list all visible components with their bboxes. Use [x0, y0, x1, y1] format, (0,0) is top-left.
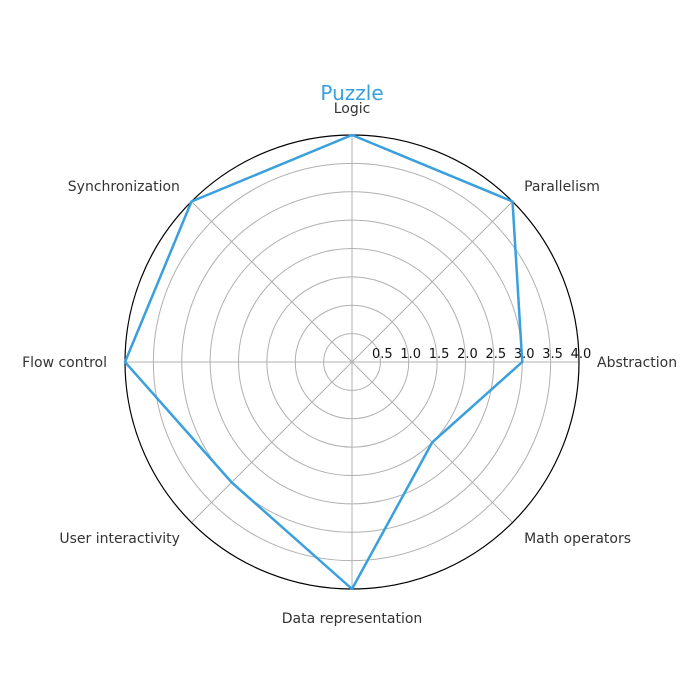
- axis-label: Logic: [334, 101, 371, 117]
- tick-label: 1.5: [429, 347, 450, 362]
- series-line: [123, 133, 524, 591]
- grid-spoke: [191, 361, 353, 523]
- axis-labels: Logic Parallelism Abstraction Math operator…: [22, 101, 677, 627]
- grid-spoke: [191, 201, 353, 363]
- radar-grid: [124, 134, 580, 590]
- axis-label: Parallelism: [524, 179, 600, 195]
- tick-label: 2.5: [486, 347, 507, 362]
- radial-tick-labels: 0.5 1.0 1.5 2.0 2.5 3.0 3.5 4.0: [372, 347, 591, 362]
- tick-label: 3.5: [542, 347, 563, 362]
- axis-label: Synchronization: [68, 179, 180, 195]
- axis-label: User interactivity: [59, 531, 180, 547]
- tick-label: 1.0: [400, 347, 421, 362]
- grid-spoke: [351, 201, 513, 363]
- tick-label: 2.0: [457, 347, 478, 362]
- chart-title: Puzzle: [320, 81, 383, 105]
- tick-label: 0.5: [372, 347, 393, 362]
- tick-label: 4.0: [571, 347, 592, 362]
- axis-label: Flow control: [22, 355, 107, 371]
- axis-label: Abstraction: [597, 355, 677, 371]
- tick-label: 3.0: [514, 347, 535, 362]
- axis-label: Math operators: [524, 531, 631, 547]
- series-layer: [123, 133, 524, 591]
- axis-label: Data representation: [282, 611, 423, 627]
